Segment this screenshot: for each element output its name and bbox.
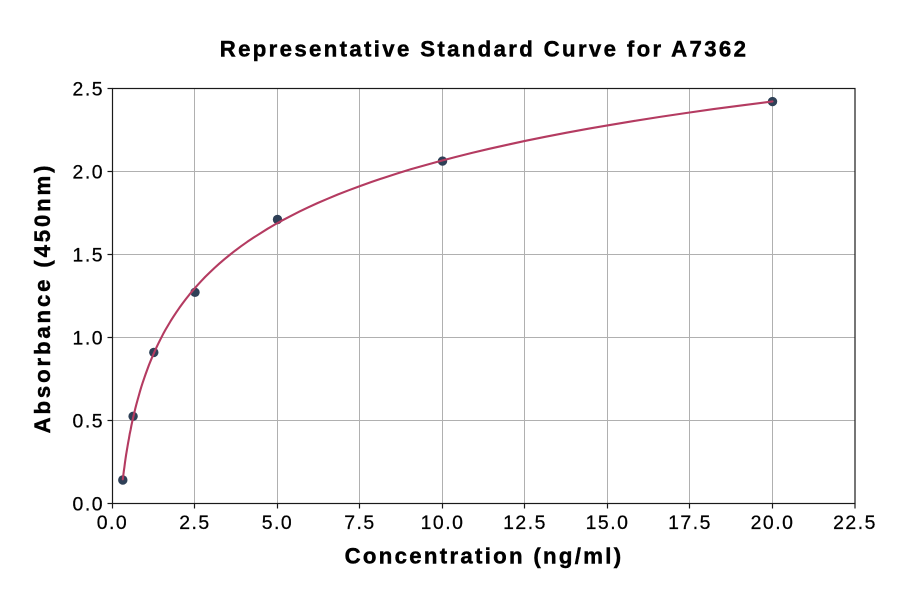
svg-text:2.5: 2.5 [179, 512, 210, 534]
svg-text:1.0: 1.0 [73, 328, 104, 350]
svg-text:10.0: 10.0 [421, 512, 465, 534]
svg-text:0.0: 0.0 [97, 512, 128, 534]
svg-text:Concentration (ng/ml): Concentration (ng/ml) [345, 543, 624, 568]
svg-text:7.5: 7.5 [344, 512, 375, 534]
svg-text:2.5: 2.5 [73, 79, 104, 101]
svg-text:2.0: 2.0 [73, 162, 104, 184]
svg-text:1.5: 1.5 [73, 245, 104, 267]
svg-text:5.0: 5.0 [262, 512, 293, 534]
svg-text:Absorbance (450nm): Absorbance (450nm) [30, 163, 55, 434]
svg-text:Representative Standard Curve: Representative Standard Curve for A7362 [220, 37, 749, 62]
svg-text:12.5: 12.5 [503, 512, 547, 534]
svg-text:17.5: 17.5 [668, 512, 712, 534]
svg-text:20.0: 20.0 [751, 512, 795, 534]
svg-text:22.5: 22.5 [833, 512, 877, 534]
svg-text:0.5: 0.5 [73, 411, 104, 433]
svg-text:0.0: 0.0 [73, 494, 104, 516]
svg-text:15.0: 15.0 [586, 512, 630, 534]
